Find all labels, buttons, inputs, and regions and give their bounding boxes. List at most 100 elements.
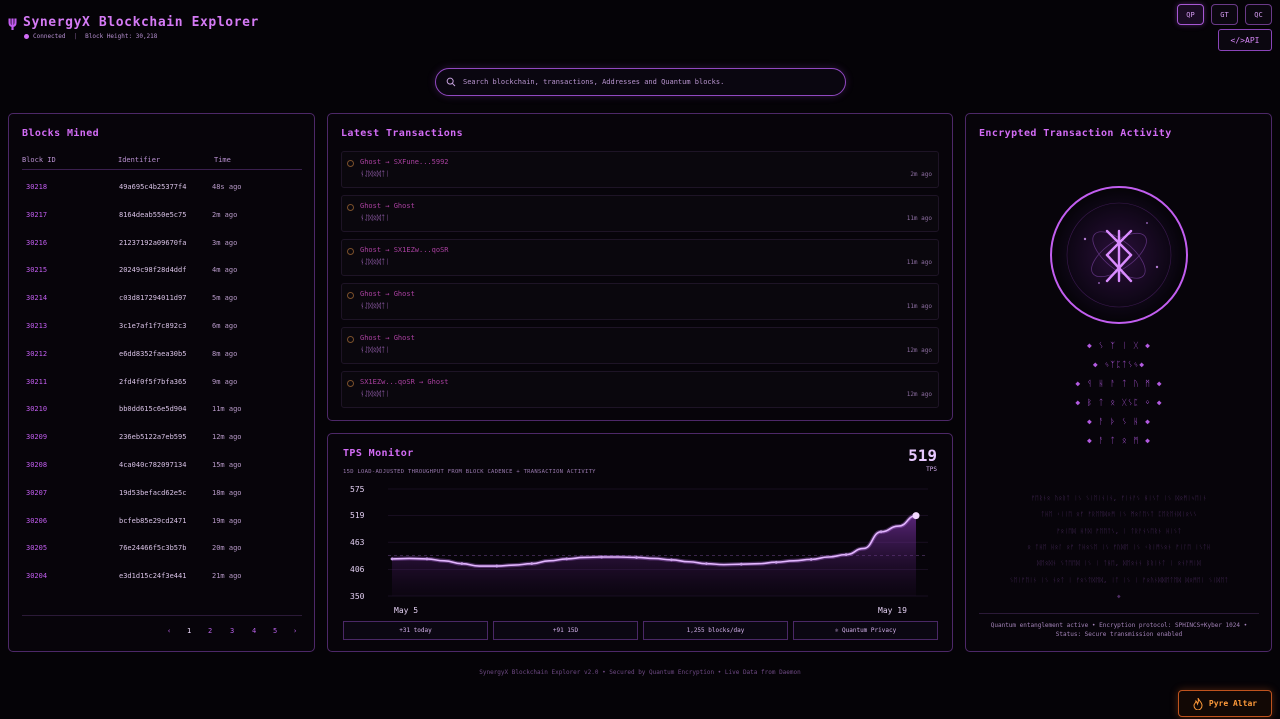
block-id-link[interactable]: 30205 — [26, 544, 48, 553]
transaction-item[interactable]: Ghost → Ghost ᚾᛇᛞᛟᛞᛏᛁ 11m ago — [341, 195, 939, 232]
pyre-altar-label: Pyre Altar — [1208, 699, 1258, 708]
pager-page-5[interactable]: 5 — [273, 627, 278, 635]
block-time: 21m ago — [212, 572, 242, 581]
gt-button[interactable]: GT — [1211, 4, 1238, 25]
block-time: 48s ago — [212, 183, 242, 191]
cipher-text-line: ◆ — [1117, 592, 1121, 600]
block-identifier: 4ca040c782097134 — [119, 461, 187, 469]
block-time: 4m ago — [212, 266, 238, 275]
table-row[interactable]: 30204 e3d1d15c24f3e441 21m ago — [22, 572, 302, 584]
search-bar[interactable]: Search blockchain, transactions, Address… — [435, 68, 846, 96]
encryption-status-line: Status: Secure transmission enabled — [1055, 631, 1183, 638]
block-identifier: bb0dd615c6e5d904 — [119, 405, 187, 414]
y-tick-label: 463 — [350, 538, 365, 547]
table-row[interactable]: 30208 4ca040c782097134 15m ago — [22, 461, 302, 473]
pyre-altar-button[interactable]: Pyre Altar — [1178, 690, 1272, 717]
block-id-link[interactable]: 30212 — [26, 349, 48, 358]
qc-button[interactable]: QC — [1245, 4, 1272, 25]
rune-line: ◆ ᛒ ᛏ ᛟ ᚷᛊᛈ ᛜ ◆ — [1075, 398, 1163, 407]
tx-pair: Ghost → SX1EZw...qoSR — [360, 246, 449, 254]
pager-page-2[interactable]: 2 — [208, 627, 213, 635]
block-id-link[interactable]: 30209 — [26, 433, 48, 442]
tx-time: 11m ago — [906, 303, 932, 310]
footer-text: SynergyX Blockchain Explorer v2.0 • Secu… — [479, 669, 801, 676]
block-time: 19m ago — [212, 516, 242, 525]
status-text: Connected — [33, 33, 66, 40]
table-row[interactable]: 30213 3c1e7af1f7c892c3 6m ago — [22, 322, 302, 334]
pager-prev[interactable]: ‹ — [167, 627, 172, 635]
block-id-link[interactable]: 30206 — [26, 516, 48, 525]
tx-time: 2m ago — [910, 171, 932, 178]
encrypted-divider — [979, 613, 1259, 614]
api-button[interactable]: </>API — [1218, 29, 1272, 51]
tx-status-icon — [347, 380, 354, 387]
transaction-item[interactable]: Ghost → Ghost ᚾᛇᛞᛟᛞᛏᛁ 12m ago — [341, 327, 939, 364]
tx-status-icon — [347, 292, 354, 299]
block-time: 2m ago — [212, 210, 238, 219]
tps-point — [565, 557, 569, 561]
tx-glyph: ᚾᛇᛞᛟᛞᛏᛁ — [360, 346, 390, 354]
tx-pair: Ghost → Ghost — [360, 334, 415, 342]
block-time: 3m ago — [212, 238, 238, 247]
block-id-link[interactable]: 30216 — [26, 238, 48, 247]
tx-glyph: ᚾᛇᛞᛟᛞᛏᛁ — [360, 302, 390, 310]
app-title: SynergyX Blockchain Explorer — [23, 14, 259, 30]
search-input[interactable]: Search blockchain, transactions, Address… — [463, 78, 725, 86]
block-id-link[interactable]: 30207 — [26, 488, 48, 497]
cipher-text-line: ᚠᛖᚱᚾᛟ ᚢᛟᚱᛏ ᛁᛊ ᛊᛁᛖᛁᚾᛁᚾ, ᚠᛁᚾᚨᛊ ᚺᛁᛊᛏ ᛁᛊ ᛞᛟᛗ… — [1031, 495, 1207, 502]
block-identifier: c03d817294011d97 — [119, 294, 187, 303]
block-height: Block Height: 30,218 — [85, 33, 158, 40]
tx-pair: SX1EZw...qoSR → Ghost — [360, 378, 449, 386]
table-row[interactable]: 30214 c03d817294011d97 5m ago — [22, 294, 302, 306]
table-row[interactable]: 30218 49a695c4b25377f4 48s ago — [22, 183, 302, 195]
stat-blocks-per-day: 1,255 blocks/day — [643, 621, 788, 640]
transaction-item[interactable]: Ghost → SXFune...5992 ᚾᛇᛞᛟᛞᛏᛁ 2m ago — [341, 151, 939, 188]
table-row[interactable]: 30217 8164deab550e5c75 2m ago — [22, 211, 302, 223]
table-row[interactable]: 30211 2fd4f0f5f7bfa365 9m ago — [22, 378, 302, 390]
block-id-link[interactable]: 30210 — [26, 405, 48, 414]
block-id-link[interactable]: 30204 — [26, 572, 48, 581]
table-row[interactable]: 30209 236eb5122a7eb595 12m ago — [22, 433, 302, 445]
transaction-item[interactable]: SX1EZw...qoSR → Ghost ᚾᛇᛞᛟᛞᛏᛁ 12m ago — [341, 371, 939, 408]
block-id-link[interactable]: 30211 — [26, 377, 48, 386]
table-row[interactable]: 30210 bb0dd615c6e5d904 11m ago — [22, 405, 302, 417]
block-id-link[interactable]: 30213 — [26, 322, 48, 330]
table-row[interactable]: 30206 bcfeb85e29cd2471 19m ago — [22, 517, 302, 529]
y-tick-label: 350 — [350, 592, 365, 601]
pager-page-3[interactable]: 3 — [230, 627, 235, 635]
block-identifier: 20249c98f28d4ddf — [119, 266, 187, 275]
transaction-item[interactable]: Ghost → SX1EZw...qoSR ᚾᛇᛞᛟᛞᛏᛁ 11m ago — [341, 239, 939, 276]
pager-page-4[interactable]: 4 — [252, 627, 257, 635]
blocks-mined-panel: Blocks Mined Block ID Identifier Time 30… — [8, 113, 315, 652]
transaction-item[interactable]: Ghost → Ghost ᚾᛇᛞᛟᛞᛏᛁ 11m ago — [341, 283, 939, 320]
col-block-id: Block ID — [22, 156, 56, 164]
blocks-table-header: Block ID Identifier Time — [22, 156, 302, 170]
table-row[interactable]: 30207 19d53befacd62e5c 18m ago — [22, 489, 302, 501]
rune-line: ◆ ᚨ ᛏ ᛟ ᛗ ◆ — [1087, 436, 1151, 445]
qp-button[interactable]: QP — [1177, 4, 1204, 25]
stat-quantum-privacy: ⚛ Quantum Privacy — [793, 621, 938, 640]
block-identifier: 49a695c4b25377f4 — [119, 183, 187, 191]
block-identifier: bcfeb85e29cd2471 — [119, 516, 187, 525]
table-row[interactable]: 30215 20249c98f28d4ddf 4m ago — [22, 266, 302, 278]
pager-page-1[interactable]: 1 — [187, 627, 192, 635]
pager-next[interactable]: › — [293, 627, 298, 635]
status-dot-icon — [24, 34, 29, 39]
stat-15d: +91 15D — [493, 621, 638, 640]
status-separator: | — [73, 33, 78, 40]
tps-chart — [388, 488, 928, 597]
connection-status: Connected | Block Height: 30,218 — [24, 33, 157, 40]
brand: ψ SynergyX Blockchain Explorer — [8, 13, 259, 31]
table-row[interactable]: 30212 e6dd8352faea30b5 8m ago — [22, 350, 302, 362]
rune-line: ◆ ᛩ ᚺ ᚨ ᛏ ᚢ ᛗ ◆ — [1075, 379, 1163, 388]
cipher-text-line: ᛞᛖᛟᛞᚾ ᛊᛏᛖᛖᛞ ᛁᛊ ᛁ ᛏᚺᛖ, ᛞᛖᛟᚾᚾ ᛒᚱᛁᚾᛏ ᛁ ᛟᚾᚨᛗ… — [1037, 560, 1201, 568]
tps-point — [600, 555, 603, 559]
block-id-link[interactable]: 30215 — [26, 266, 48, 275]
tx-pair: Ghost → Ghost — [360, 290, 415, 298]
table-row[interactable]: 30216 21237192a09670fa 3m ago — [22, 239, 302, 251]
table-row[interactable]: 30205 76e24466f5c3b57b 20m ago — [22, 544, 302, 556]
block-id-link[interactable]: 30218 — [26, 183, 48, 191]
block-id-link[interactable]: 30214 — [26, 294, 48, 303]
block-id-link[interactable]: 30208 — [26, 461, 48, 469]
block-id-link[interactable]: 30217 — [26, 210, 48, 219]
